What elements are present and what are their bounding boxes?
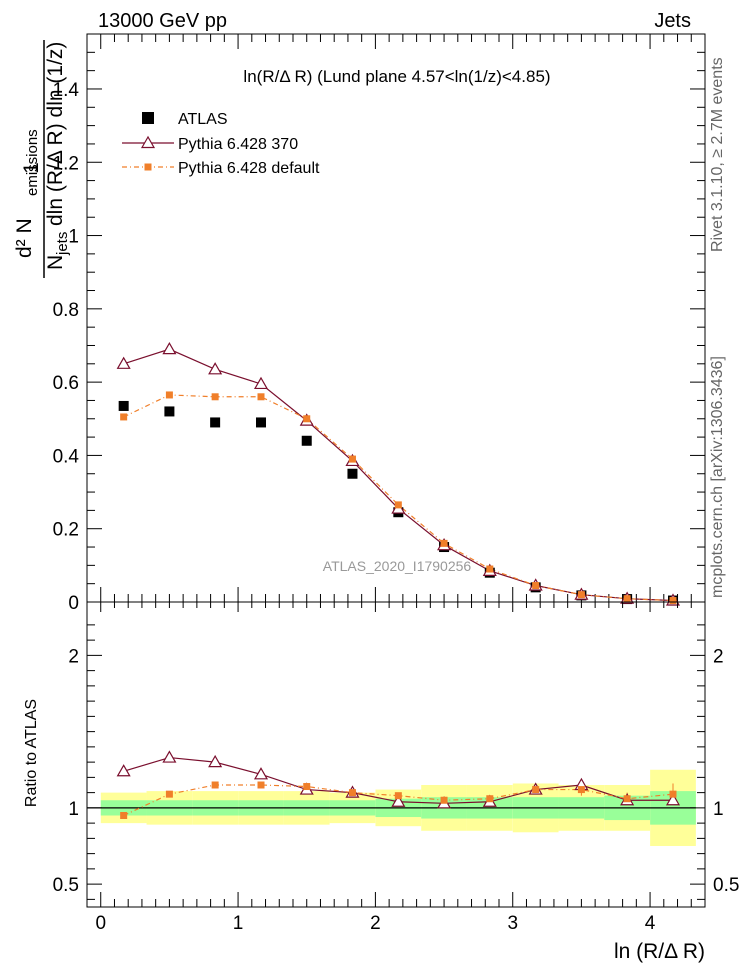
point-pythia-370 bbox=[162, 341, 177, 355]
legend-marker-atlas bbox=[142, 112, 154, 124]
main-y-tick-label: 0.6 bbox=[53, 373, 79, 394]
point-pythia-default bbox=[348, 455, 356, 463]
ratio-point-pythia-default bbox=[257, 781, 265, 789]
ratio-point-pythia-default bbox=[348, 789, 356, 797]
ratio-y-tick-label-right: 0.5 bbox=[713, 875, 739, 896]
ratio-y-tick-label-right: 2 bbox=[713, 646, 724, 667]
ratio-y-tick-label: 1 bbox=[68, 799, 79, 820]
main-plot-area: 0 0.2 0.4 0.6 0.8 1 1.2 1.4 ATLAS_2020_I1790256 A… bbox=[53, 33, 706, 614]
main-y-tick-label: 0.4 bbox=[53, 446, 80, 467]
point-pythia-default bbox=[211, 393, 219, 401]
ratio-point-pythia-default bbox=[394, 792, 402, 800]
x-tick-label: 4 bbox=[645, 913, 656, 934]
point-pythia-default bbox=[394, 501, 402, 509]
main-y-tick-label: 1.4 bbox=[53, 80, 80, 101]
ratio-point-pythia-default bbox=[303, 783, 311, 791]
ratio-point-pythia-370 bbox=[162, 750, 177, 763]
header-left: 13000 GeV pp bbox=[98, 10, 227, 32]
ratio-frame bbox=[86, 601, 706, 908]
point-pythia-default bbox=[257, 393, 265, 401]
mcplots-label: mcplots.cern.ch [arXiv:1306.3436] bbox=[709, 356, 726, 598]
point-pythia-default bbox=[486, 565, 494, 573]
ratio-point-pythia-default bbox=[577, 786, 585, 794]
point-pythia-370 bbox=[253, 376, 269, 390]
main-y-tick-label: 1 bbox=[68, 227, 79, 248]
legend-label: Pythia 6.428 default bbox=[178, 160, 320, 177]
y-label-num: d² N bbox=[13, 218, 36, 258]
ratio-plot-area: 0 1 2 3 4 0.5 0.5 1 1 2 2 bbox=[53, 601, 739, 934]
y-label-denominator: N jets dln (R/Δ R) dln (1/z) bbox=[44, 42, 71, 270]
legend-label: Pythia 6.428 370 bbox=[178, 136, 298, 153]
point-pythia-default bbox=[669, 597, 677, 605]
ratio-point-pythia-370 bbox=[253, 767, 269, 780]
main-title: ln(R/Δ R) (Lund plane 4.57<ln(1/z)<4.85) bbox=[243, 67, 550, 86]
ratio-point-pythia-default bbox=[669, 790, 677, 798]
point-atlas bbox=[256, 417, 267, 428]
point-pythia-default bbox=[165, 391, 173, 399]
x-tick-label: 1 bbox=[233, 913, 244, 934]
x-tick-label: 0 bbox=[95, 913, 106, 934]
point-atlas bbox=[301, 435, 312, 446]
x-tick-label: 2 bbox=[370, 913, 381, 934]
point-atlas bbox=[118, 400, 129, 411]
ratio-point-pythia-default bbox=[211, 781, 219, 789]
ratio-point-pythia-370 bbox=[116, 764, 131, 777]
main-y-tick-label: 0 bbox=[68, 593, 79, 614]
point-pythia-default bbox=[532, 582, 540, 590]
ratio-y-tick-label-right: 1 bbox=[713, 799, 724, 820]
main-y-tick-label: 0.2 bbox=[53, 520, 79, 541]
y-label-num-sub: emissions bbox=[24, 129, 41, 196]
ratio-point-pythia-default bbox=[440, 796, 448, 804]
point-atlas bbox=[210, 417, 221, 428]
point-atlas bbox=[164, 406, 175, 417]
header-right: Jets bbox=[654, 10, 691, 32]
point-pythia-default bbox=[120, 413, 128, 421]
ratio-point-pythia-default bbox=[486, 795, 494, 803]
ratio-y-tick-label: 2 bbox=[68, 646, 79, 667]
main-y-tick-label: 1.2 bbox=[53, 153, 79, 174]
ratio-point-pythia-default bbox=[532, 786, 540, 794]
analysis-watermark: ATLAS_2020_I1790256 bbox=[323, 558, 472, 574]
y-label-den-sub: jets bbox=[54, 232, 71, 256]
y-label-numerator: d² N emissions bbox=[13, 129, 41, 258]
point-pythia-default bbox=[623, 595, 631, 603]
ratio-point-pythia-370 bbox=[391, 794, 406, 807]
point-atlas bbox=[347, 468, 358, 479]
legend-marker-pythia-370 bbox=[140, 135, 156, 149]
legend-marker-pythia-default bbox=[144, 163, 152, 171]
ratio-y-label: Ratio to ATLAS bbox=[23, 699, 40, 807]
ratio-y-tick-label: 0.5 bbox=[53, 875, 79, 896]
main-y-tick-label: 0.8 bbox=[53, 300, 79, 321]
ratio-point-pythia-default bbox=[120, 812, 128, 819]
point-pythia-370 bbox=[208, 362, 223, 375]
legend-label: ATLAS bbox=[178, 111, 228, 128]
point-pythia-default bbox=[440, 539, 448, 547]
y-label-den-prefix: N bbox=[44, 255, 67, 270]
ratio-point-pythia-370 bbox=[665, 793, 681, 806]
y-label-den-rest: dln (R/Δ R) dln (1/z) bbox=[44, 42, 67, 226]
rivet-label: Rivet 3.1.10, ≥ 2.7M events bbox=[709, 57, 726, 252]
ratio-point-pythia-default bbox=[165, 790, 173, 798]
main-y-label: 1 bbox=[20, 162, 43, 174]
ratio-point-pythia-default bbox=[623, 795, 631, 803]
y-label-one: 1 bbox=[20, 162, 43, 174]
x-axis-label: ln (R/Δ R) bbox=[614, 940, 705, 963]
x-tick-label: 3 bbox=[507, 913, 518, 934]
point-pythia-default bbox=[577, 591, 585, 599]
point-pythia-default bbox=[303, 415, 311, 423]
ratio-point-pythia-370 bbox=[208, 754, 223, 768]
point-pythia-370 bbox=[116, 356, 131, 369]
